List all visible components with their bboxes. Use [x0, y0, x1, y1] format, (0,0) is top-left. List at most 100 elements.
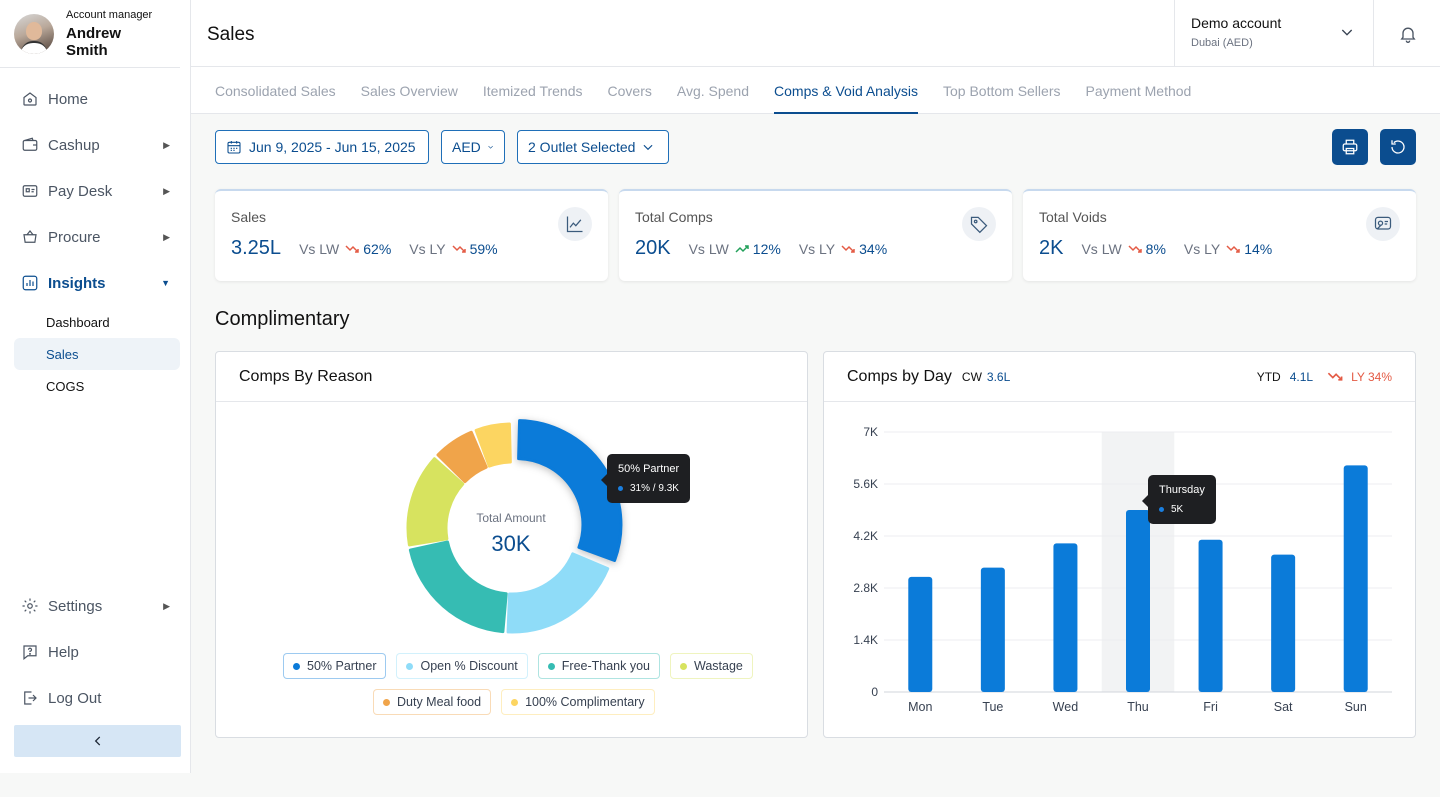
- tab-consolidated-sales[interactable]: Consolidated Sales: [215, 82, 336, 99]
- avatar: [14, 13, 54, 54]
- legend-item[interactable]: Duty Meal food: [373, 689, 492, 715]
- print-button[interactable]: [1332, 129, 1368, 165]
- nav-paydesk[interactable]: Pay Desk ▶: [14, 168, 180, 214]
- y-tick-label: 2.8K: [853, 581, 878, 595]
- kpi-lw-label: Vs LW: [688, 241, 729, 257]
- account-location: Dubai (AED): [1191, 37, 1253, 49]
- bar-wed[interactable]: [1053, 543, 1078, 692]
- donut-center-value: 30K: [491, 531, 531, 556]
- legend-item[interactable]: 50% Partner: [283, 653, 387, 679]
- chevron-down-icon: [1341, 29, 1353, 36]
- sub-item-cogs[interactable]: COGS: [46, 378, 85, 394]
- tab-itemized-trends[interactable]: Itemized Trends: [482, 82, 583, 99]
- donut-slice-duty-meal-food[interactable]: [436, 430, 488, 484]
- donut-slice-50-partner[interactable]: [517, 419, 623, 562]
- tab-avg-spend[interactable]: Avg. Spend: [676, 82, 750, 99]
- kpi-ly-change: 14%: [1226, 241, 1272, 257]
- trend-down-icon: [841, 245, 855, 253]
- bottom-nav: Settings ▶ Help Log Out: [14, 583, 180, 721]
- tooltip-title: Thursday: [1159, 484, 1205, 496]
- nav-settings[interactable]: Settings ▶: [14, 583, 180, 629]
- legend-label: 100% Complimentary: [525, 695, 645, 709]
- kpi-ly-label: Vs LY: [409, 241, 446, 257]
- legend-item[interactable]: 100% Complimentary: [501, 689, 655, 715]
- nav-help[interactable]: Help: [14, 629, 180, 675]
- legend-label: 50% Partner: [307, 659, 377, 673]
- kpi-ly-change: 34%: [841, 241, 887, 257]
- legend-item[interactable]: Wastage: [670, 653, 753, 679]
- legend-item[interactable]: Free-Thank you: [537, 653, 660, 679]
- y-tick-label: 0: [871, 685, 878, 699]
- currency-select[interactable]: AED: [441, 130, 505, 164]
- bar-mon[interactable]: [908, 576, 933, 692]
- legend-item[interactable]: Open % Discount: [396, 653, 528, 679]
- tab-sales-overview[interactable]: Sales Overview: [360, 82, 458, 99]
- bar-sun[interactable]: [1343, 465, 1368, 692]
- donut-tooltip: 50% Partner 31% / 9.3K: [601, 454, 691, 503]
- page-title: Sales: [207, 24, 255, 45]
- comps-donut-chart: [406, 419, 623, 634]
- chevron-down-icon: [643, 144, 653, 151]
- bell-icon[interactable]: [1398, 24, 1418, 44]
- legend-label: Open % Discount: [420, 659, 518, 673]
- chevron-down-icon: [488, 145, 493, 149]
- donut-slice-open-discount[interactable]: [506, 552, 610, 634]
- x-tick-label: Wed: [1053, 700, 1079, 714]
- bar-tue[interactable]: [980, 567, 1005, 692]
- panel-title: Comps By Reason: [239, 367, 373, 385]
- trend-down-icon: [1128, 245, 1142, 253]
- x-tick-label: Tue: [982, 700, 1003, 714]
- y-tick-label: 7K: [863, 425, 878, 439]
- nav-logout[interactable]: Log Out: [14, 675, 180, 721]
- sub-item-sales[interactable]: Sales: [14, 338, 180, 370]
- tooltip-value: 5K: [1171, 504, 1184, 515]
- kpi-ly-change: 59%: [452, 241, 498, 257]
- date-range-value: Jun 9, 2025 - Jun 15, 2025: [249, 139, 416, 155]
- date-range-picker[interactable]: Jun 9, 2025 - Jun 15, 2025: [215, 130, 429, 164]
- collapse-sidebar-button[interactable]: [14, 725, 181, 757]
- refresh-button[interactable]: [1380, 129, 1416, 165]
- nav-procure[interactable]: Procure ▶: [14, 214, 180, 260]
- tab-covers[interactable]: Covers: [607, 82, 652, 99]
- account-name: Demo account: [1191, 15, 1282, 31]
- ytd-label: YTD: [1256, 369, 1281, 384]
- logout-icon: [20, 688, 40, 708]
- bar-tooltip: Thursday 5K: [1142, 475, 1216, 524]
- donut-slice-wastage[interactable]: [406, 457, 465, 547]
- bar-sat[interactable]: [1271, 554, 1296, 692]
- nav-procure-label: Procure: [48, 228, 101, 246]
- nav-home[interactable]: Home: [14, 76, 180, 122]
- bar-fri[interactable]: [1198, 539, 1223, 692]
- home-icon: [20, 89, 40, 109]
- sub-item-dashboard[interactable]: Dashboard: [46, 314, 110, 330]
- donut-slice-100-complimentary[interactable]: [474, 422, 512, 468]
- comps-by-day-panel: Comps by Day CW 3.6L YTD 4.1L LY 34% 0 1.…: [823, 351, 1416, 738]
- nav-paydesk-label: Pay Desk: [48, 182, 113, 200]
- donut-slice-free-thank-you[interactable]: [408, 540, 508, 634]
- nav-insights[interactable]: Insights ▼: [14, 260, 180, 306]
- tab-top-bottom-sellers[interactable]: Top Bottom Sellers: [942, 82, 1061, 99]
- legend-dot: [547, 662, 555, 670]
- nav-cashup[interactable]: Cashup ▶: [14, 122, 180, 168]
- refresh-icon: [1391, 140, 1405, 154]
- outlet-select[interactable]: 2 Outlet Selected: [517, 130, 669, 164]
- bar-thu[interactable]: [1126, 510, 1150, 692]
- legend-label: Duty Meal food: [397, 695, 482, 709]
- kpi-card-sales: Sales 3.25L Vs LW 62% Vs LY 59%: [215, 189, 608, 281]
- tab-comps-void-analysis[interactable]: Comps & Void Analysis: [774, 67, 918, 114]
- kpi-label: Total Comps: [635, 209, 713, 225]
- trend-up-icon: [735, 245, 749, 253]
- kpi-label: Sales: [231, 209, 267, 225]
- profile[interactable]: Account manager Andrew Smith: [0, 0, 180, 68]
- kpi-value: 20K: [635, 237, 671, 259]
- top-header: Sales Demo account Dubai (AED): [191, 0, 1440, 67]
- nav-help-label: Help: [48, 643, 79, 661]
- tooltip-value: 31% / 9.3K: [630, 483, 679, 494]
- main-nav: Home Cashup ▶ Pay Desk ▶ Procure ▶ Insig…: [14, 76, 180, 402]
- profile-role: Account manager: [66, 8, 153, 21]
- ytd-value: 4.1L: [1289, 369, 1314, 384]
- kpi-lw-change: 12%: [735, 241, 781, 257]
- tab-payment-method[interactable]: Payment Method: [1085, 82, 1192, 99]
- donut-legend-row-1: 50% Partner Open % Discount Free-Thank you…: [283, 653, 753, 679]
- account-switcher[interactable]: Demo account Dubai (AED): [1174, 0, 1374, 67]
